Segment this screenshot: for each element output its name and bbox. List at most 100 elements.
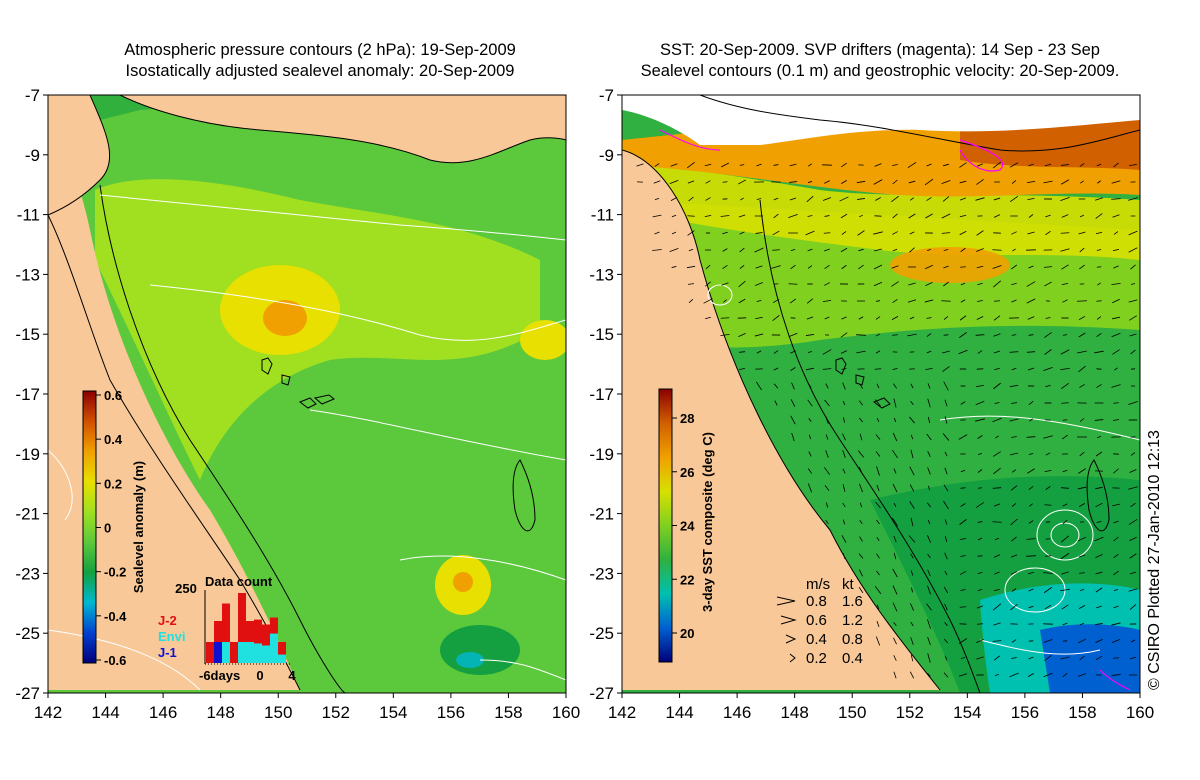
right-ytick-label: -17 xyxy=(589,385,614,404)
velocity-arrow xyxy=(1078,365,1086,373)
left-ytick-label: -21 xyxy=(15,505,40,524)
velocity-arrow xyxy=(687,230,695,236)
copyright-note: © CSIRO Plotted 27-Jan-2010 12:13 xyxy=(1146,430,1163,690)
velocity-arrow xyxy=(1113,536,1119,542)
velocity-arrow xyxy=(958,434,968,440)
velocity-arrow xyxy=(825,434,829,440)
velocity-arrow xyxy=(1096,435,1102,439)
velocity-arrow xyxy=(652,249,662,251)
velocity-legend-kt: 0.8 xyxy=(842,631,863,648)
velocity-arrow xyxy=(1129,163,1137,167)
data-count-xlabel-end: 4 xyxy=(288,668,296,683)
velocity-arrow xyxy=(1011,536,1017,542)
velocity-arrow xyxy=(1009,351,1019,353)
velocity-arrow xyxy=(1096,316,1102,320)
velocity-arrow xyxy=(1130,283,1136,285)
velocity-arrow xyxy=(1061,214,1069,218)
velocity-arrow xyxy=(789,181,797,183)
velocity-arrow xyxy=(1026,298,1036,304)
velocity-arrow xyxy=(1028,656,1034,660)
velocity-arrow xyxy=(876,484,880,492)
velocity-arrow xyxy=(720,317,730,319)
velocity-arrow xyxy=(756,381,762,391)
velocity-arrow xyxy=(1062,299,1068,303)
velocity-arrow xyxy=(704,215,712,217)
velocity-arrow xyxy=(1043,180,1053,184)
velocity-arrow xyxy=(807,248,813,252)
velocity-arrow xyxy=(1096,300,1102,302)
velocity-arrow xyxy=(893,383,897,389)
velocity-arrow xyxy=(977,163,983,167)
right-panel-title: SST: 20-Sep-2009. SVP drifters (magenta)… xyxy=(600,40,1160,82)
velocity-arrow xyxy=(1112,419,1120,421)
velocity-arrow xyxy=(1095,655,1103,661)
velocity-arrow xyxy=(926,350,932,354)
velocity-arrow xyxy=(824,248,830,252)
velocity-arrow xyxy=(807,215,813,217)
velocity-arrow xyxy=(960,589,966,591)
left-pressure-contour-5 xyxy=(399,555,566,581)
velocity-arrow xyxy=(958,673,968,677)
velocity-arrow xyxy=(825,520,829,524)
velocity-arrow xyxy=(1113,605,1119,609)
velocity-arrow xyxy=(875,333,881,337)
right-drifter-track-2 xyxy=(959,139,1004,172)
velocity-arrow xyxy=(1079,163,1085,167)
velocity-arrow xyxy=(944,451,948,457)
velocity-arrow xyxy=(1129,656,1137,660)
velocity-arrow xyxy=(1097,180,1101,184)
velocity-arrow xyxy=(1113,553,1119,559)
velocity-arrow xyxy=(876,536,880,542)
velocity-arrow xyxy=(859,569,863,577)
velocity-arrow xyxy=(994,368,1000,370)
velocity-arrow xyxy=(788,332,798,338)
velocity-arrow xyxy=(824,215,830,217)
velocity-arrow xyxy=(1011,657,1017,659)
velocity-arrow xyxy=(893,535,897,543)
velocity-arrow xyxy=(943,316,949,320)
velocity-arrow xyxy=(808,383,812,389)
velocity-arrow xyxy=(942,366,950,372)
velocity-arrow xyxy=(943,672,949,678)
velocity-arrow xyxy=(1011,436,1017,438)
velocity-arrow xyxy=(927,553,931,559)
velocity-arrow xyxy=(1130,264,1136,270)
left-pressure-contour-7 xyxy=(479,659,566,681)
velocity-arrow xyxy=(1026,436,1036,438)
right-xtick-label: 144 xyxy=(665,703,693,722)
right-title-line2: Sealevel contours (0.1 m) and geostrophi… xyxy=(640,62,1120,80)
velocity-arrow xyxy=(1011,334,1017,336)
right-ytick-label: -19 xyxy=(589,445,614,464)
velocity-arrow xyxy=(908,180,916,184)
left-png-land xyxy=(48,95,566,163)
sst-tick-label: 24 xyxy=(680,519,695,534)
velocity-legend-ms: 0.8 xyxy=(806,593,827,610)
velocity-arrow xyxy=(975,334,985,336)
velocity-arrow xyxy=(705,264,711,270)
velocity-arrow xyxy=(1129,536,1137,542)
velocity-arrow xyxy=(790,367,796,371)
velocity-arrow xyxy=(876,553,880,559)
count-bar-j2 xyxy=(254,619,262,663)
velocity-arrow xyxy=(856,180,866,184)
velocity-arrow xyxy=(976,316,984,320)
velocity-arrow xyxy=(1095,451,1103,457)
velocity-arrow xyxy=(740,197,744,201)
velocity-arrow xyxy=(977,487,983,489)
velocity-arrow xyxy=(1111,198,1121,200)
velocity-arrow xyxy=(977,435,983,439)
velocity-arrow xyxy=(1043,266,1053,268)
right-xtick-label: 158 xyxy=(1068,703,1096,722)
velocity-arrow xyxy=(907,299,917,303)
velocity-arrow xyxy=(976,265,984,269)
velocity-legend-ms: 0.6 xyxy=(806,612,827,629)
velocity-arrow xyxy=(875,300,881,302)
velocity-arrow xyxy=(994,537,1000,541)
velocity-arrow xyxy=(671,231,677,235)
velocity-arrow xyxy=(1096,605,1102,609)
velocity-arrow xyxy=(790,264,796,270)
velocity-arrow xyxy=(653,180,661,184)
velocity-arrow xyxy=(1113,468,1119,474)
velocity-arrow xyxy=(859,502,863,508)
